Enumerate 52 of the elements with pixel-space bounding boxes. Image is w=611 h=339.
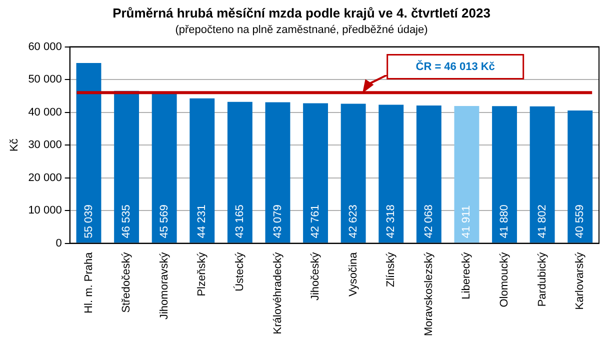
chart-title: Průměrná hrubá měsíční mzda podle krajů ve 4. čtvrtletí 2023 xyxy=(112,5,490,20)
ref-line-label: ČR = 46 013 Kč xyxy=(416,60,495,73)
x-tick-label: Ústecký xyxy=(232,252,246,292)
data-label: 42 068 xyxy=(422,204,435,238)
bar xyxy=(340,104,366,243)
x-tick-label: Olomoucký xyxy=(498,252,511,308)
data-label: 55 039 xyxy=(82,204,95,238)
data-label: 43 079 xyxy=(272,204,284,238)
y-axis-title: Kč xyxy=(8,138,21,152)
data-label: 41 911 xyxy=(460,205,473,238)
data-label: 41 802 xyxy=(536,204,548,238)
data-label: 42 318 xyxy=(385,204,398,238)
data-label: 40 559 xyxy=(574,204,586,238)
bar xyxy=(76,63,102,243)
bar xyxy=(530,106,555,243)
data-label: 44 231 xyxy=(196,204,208,238)
data-label: 43 165 xyxy=(234,204,246,238)
y-tick-label: 20 000 xyxy=(28,172,62,184)
data-label: 41 880 xyxy=(498,204,511,238)
x-tick-label: Vysočina xyxy=(347,251,360,296)
x-tick-label: Jihočeský xyxy=(310,252,322,301)
data-label: 46 535 xyxy=(120,204,133,238)
y-tick-label: 50 000 xyxy=(28,74,62,86)
x-tick-label: Jihomoravský xyxy=(158,252,170,320)
bar xyxy=(378,104,404,243)
y-tick-label: 60 000 xyxy=(28,40,62,53)
x-tick-label: Královéhradecký xyxy=(272,252,284,334)
bar xyxy=(190,98,215,243)
x-tick-label: Hl. m. Praha xyxy=(82,251,95,314)
bar xyxy=(568,110,593,243)
bar xyxy=(492,106,517,243)
bar xyxy=(265,102,290,243)
bar xyxy=(152,94,177,243)
bar xyxy=(416,106,442,243)
x-tick-label: Pardubický xyxy=(536,252,548,307)
x-tick-label: Plzeňský xyxy=(196,252,208,296)
y-tick-label: 0 xyxy=(56,237,62,250)
y-tick-label: 30 000 xyxy=(28,139,62,152)
x-tick-label: Moravskoslezský xyxy=(422,252,435,336)
y-tick-label: 10 000 xyxy=(28,204,62,217)
bar xyxy=(227,102,252,243)
data-label: 45 569 xyxy=(158,204,170,238)
x-tick-label: Zlínský xyxy=(385,252,398,288)
data-label: 42 623 xyxy=(347,204,360,238)
data-label: 42 761 xyxy=(310,204,322,238)
bar xyxy=(303,103,328,243)
x-tick-label: Středočeský xyxy=(120,252,133,313)
x-tick-label: Liberecký xyxy=(460,252,473,300)
bar xyxy=(454,106,480,243)
x-tick-label: Karlovarský xyxy=(574,252,586,310)
chart-subtitle: (přepočteno na plně zaměstnané, předběžné údaje) xyxy=(175,24,428,36)
y-tick-label: 40 000 xyxy=(28,106,62,118)
